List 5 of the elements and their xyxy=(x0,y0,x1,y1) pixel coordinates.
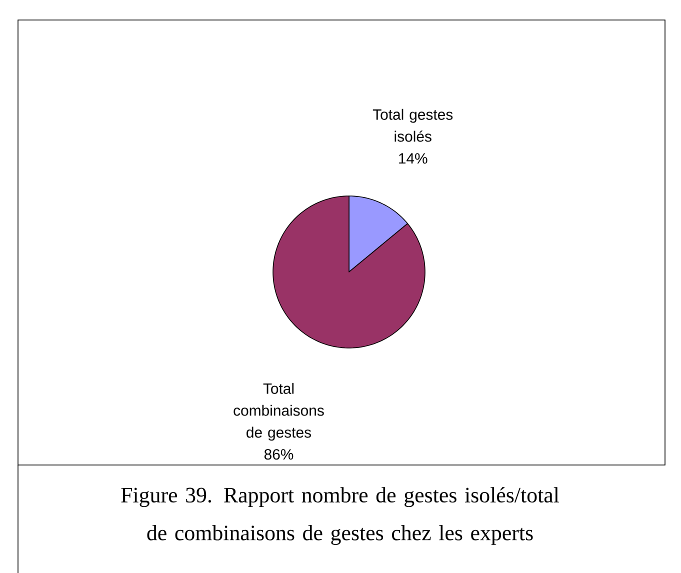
data-label: 14% xyxy=(399,153,428,164)
slice-label: Total combinaisons de gestes xyxy=(234,382,324,440)
caption: Figure 39. Rapport nombre de gestes isolés/total de combinaisons de gestes chez les experts xyxy=(121,486,560,545)
data-label: 86% xyxy=(264,448,294,460)
slice-label: Total gestes isolés xyxy=(372,108,453,142)
